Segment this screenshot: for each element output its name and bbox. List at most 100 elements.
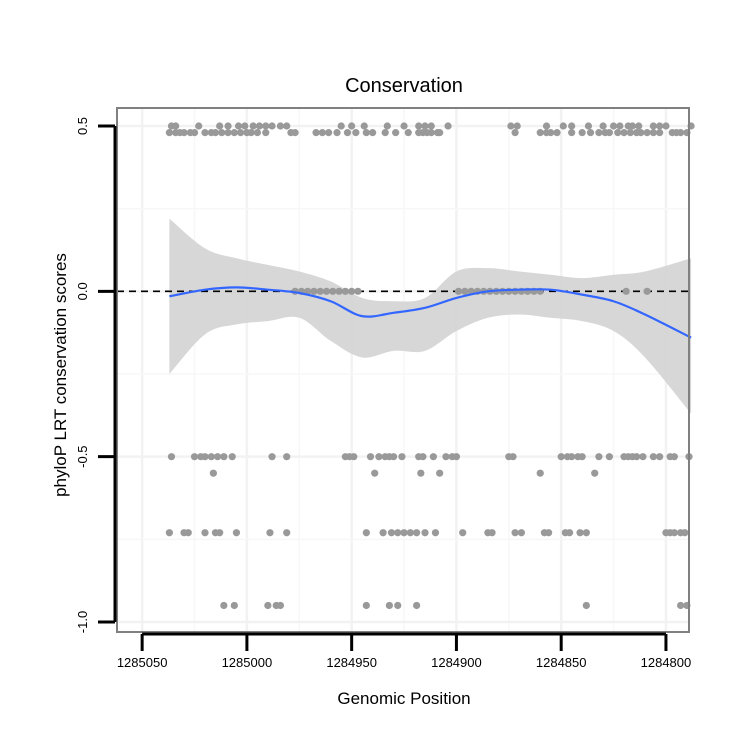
axes: 1285050 1285000 1284950 1284900 1284850 12848… bbox=[75, 117, 691, 670]
data-point bbox=[371, 469, 379, 477]
data-point bbox=[234, 122, 243, 130]
data-point bbox=[337, 122, 345, 130]
y-tick-label: -0.5 bbox=[75, 445, 90, 467]
data-point bbox=[616, 122, 624, 130]
data-point bbox=[333, 129, 341, 137]
y-axis-title: phyloP LRT conservation scores bbox=[51, 253, 70, 497]
data-point bbox=[262, 122, 270, 130]
data-point bbox=[431, 529, 440, 537]
data-point bbox=[167, 453, 176, 461]
data-point bbox=[398, 453, 406, 461]
data-point bbox=[649, 453, 657, 461]
data-point bbox=[237, 129, 245, 137]
data-point bbox=[415, 122, 423, 130]
data-point bbox=[362, 529, 370, 537]
data-point bbox=[352, 129, 360, 137]
data-point bbox=[429, 453, 437, 461]
data-point bbox=[649, 129, 657, 137]
data-point bbox=[348, 122, 356, 130]
data-point bbox=[637, 129, 645, 137]
data-point bbox=[381, 129, 389, 137]
data-point bbox=[216, 529, 224, 537]
plot-border bbox=[116, 107, 690, 633]
data-point bbox=[568, 453, 576, 461]
data-point bbox=[283, 529, 291, 537]
data-point bbox=[576, 529, 584, 537]
data-point bbox=[224, 129, 232, 137]
data-point bbox=[582, 529, 590, 537]
data-point bbox=[542, 122, 551, 130]
data-point bbox=[268, 122, 276, 130]
data-point bbox=[165, 129, 173, 137]
data-point bbox=[511, 129, 519, 137]
data-point bbox=[316, 287, 324, 295]
data-point bbox=[421, 529, 429, 537]
data-point bbox=[565, 529, 574, 537]
y-tick-label: 0.5 bbox=[75, 117, 90, 135]
data-point bbox=[366, 453, 375, 461]
data-point bbox=[220, 453, 228, 461]
data-point bbox=[488, 529, 496, 537]
data-point bbox=[276, 601, 285, 610]
data-point bbox=[649, 122, 657, 130]
data-point bbox=[207, 453, 215, 461]
data-point bbox=[362, 129, 370, 137]
data-point bbox=[509, 453, 517, 461]
data-point bbox=[681, 529, 689, 537]
data-point bbox=[350, 453, 358, 461]
data-point bbox=[436, 469, 444, 477]
data-point bbox=[375, 453, 383, 461]
smooth-line bbox=[169, 286, 692, 339]
data-point bbox=[389, 453, 398, 461]
data-point bbox=[578, 129, 586, 137]
data-point bbox=[400, 122, 408, 130]
data-point bbox=[639, 453, 647, 461]
data-point bbox=[201, 529, 209, 537]
data-point bbox=[180, 129, 188, 137]
data-point bbox=[228, 453, 236, 461]
data-point bbox=[394, 601, 402, 610]
data-point bbox=[213, 453, 222, 461]
data-point bbox=[609, 122, 618, 130]
data-point bbox=[507, 122, 515, 130]
confidence-band-area bbox=[169, 218, 692, 414]
data-point bbox=[276, 122, 285, 130]
x-tick-label: 1284800 bbox=[641, 655, 692, 670]
data-point bbox=[568, 122, 576, 130]
data-point bbox=[360, 122, 368, 130]
data-point bbox=[427, 129, 435, 137]
data-point bbox=[459, 529, 467, 537]
data-point bbox=[216, 122, 224, 130]
data-point bbox=[461, 287, 469, 295]
data-point bbox=[628, 122, 637, 130]
data-point bbox=[584, 122, 593, 130]
data-point bbox=[385, 601, 393, 610]
data-point bbox=[322, 287, 331, 295]
data-point bbox=[312, 129, 320, 137]
data-point bbox=[400, 529, 408, 537]
data-point bbox=[643, 287, 651, 295]
data-point bbox=[241, 122, 249, 130]
data-point bbox=[413, 601, 421, 610]
data-point bbox=[419, 453, 427, 461]
data-point bbox=[620, 129, 628, 137]
data-point bbox=[379, 529, 387, 537]
data-point bbox=[656, 129, 664, 137]
data-point bbox=[255, 122, 264, 130]
data-point bbox=[436, 129, 444, 137]
data-point bbox=[262, 129, 270, 137]
data-point bbox=[586, 129, 595, 137]
y-tick-label: -1.0 bbox=[75, 611, 90, 633]
data-point bbox=[253, 129, 261, 137]
data-point bbox=[190, 129, 199, 137]
data-point bbox=[442, 453, 450, 461]
data-point bbox=[211, 129, 220, 137]
data-point bbox=[341, 287, 349, 295]
data-point bbox=[670, 529, 678, 537]
data-point bbox=[605, 453, 613, 461]
data-point bbox=[266, 529, 274, 537]
data-point bbox=[421, 122, 429, 130]
x-tick-label: 1285000 bbox=[222, 655, 273, 670]
data-point bbox=[209, 469, 217, 477]
data-point bbox=[595, 129, 603, 137]
